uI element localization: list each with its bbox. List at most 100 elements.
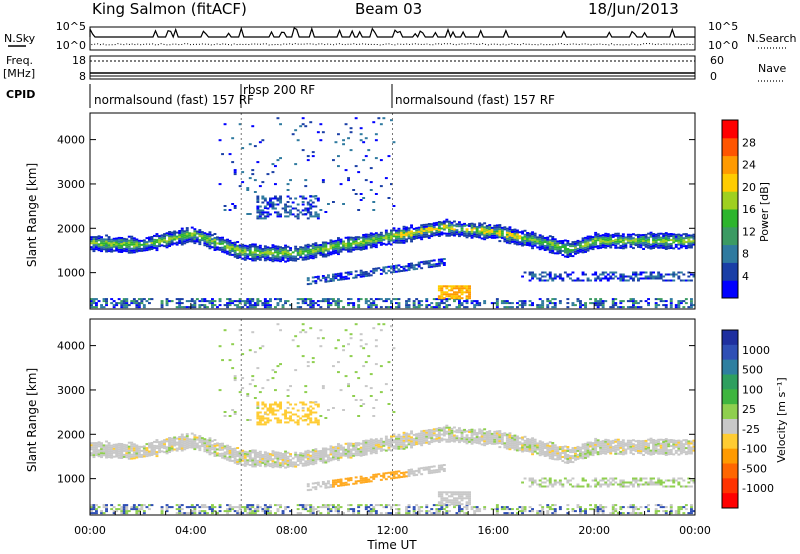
- power-cell: [261, 195, 265, 198]
- velocity-cell: [536, 444, 540, 447]
- power-cell: [684, 279, 688, 282]
- power-cell: [397, 227, 401, 230]
- power-cell: [652, 245, 655, 247]
- velocity-cell: [437, 435, 441, 437]
- power-cell: [473, 235, 477, 238]
- power-cell: [574, 240, 577, 243]
- power-cell: [243, 248, 247, 251]
- velocity-cell: [145, 506, 149, 509]
- velocity-cell: [334, 451, 338, 454]
- velocity-cell: [420, 506, 424, 509]
- power-cell: [407, 233, 411, 236]
- power-cell: [420, 234, 424, 237]
- power-cell: [342, 242, 345, 245]
- power-cell: [236, 255, 240, 257]
- velocity-cell: [178, 442, 182, 444]
- velocity-cell: [448, 436, 451, 439]
- power-cell: [309, 213, 313, 216]
- power-cell: [258, 250, 262, 253]
- velocity-cell: [226, 508, 229, 511]
- velocity-cell: [135, 448, 139, 451]
- velocity-cell: [122, 506, 126, 509]
- velocity-cell: [448, 499, 451, 502]
- velocity-cell: [460, 433, 464, 436]
- power-cell: [667, 233, 671, 236]
- velocity-cell: [362, 446, 366, 448]
- velocity-cell: [448, 432, 451, 435]
- velocity-cell: [142, 447, 146, 450]
- power-cell: [248, 252, 252, 254]
- power-cell: [271, 197, 275, 200]
- velocity-cell: [357, 448, 361, 451]
- velocity-cell: [185, 433, 189, 436]
- velocity-cell: [332, 448, 335, 451]
- power-cell: [155, 249, 159, 252]
- velocity-cell: [279, 506, 282, 509]
- power-cell: [122, 302, 126, 305]
- velocity-cell: [135, 450, 139, 453]
- velocity-cell: [213, 510, 217, 513]
- velocity-cell: [107, 448, 111, 451]
- velocity-cell: [445, 430, 449, 433]
- power-cell: [299, 254, 303, 257]
- power-cell: [579, 300, 582, 303]
- power-cell: [405, 238, 408, 241]
- power-cell: [432, 226, 436, 229]
- power-cell: [672, 241, 676, 244]
- velocity-cell: [279, 407, 282, 410]
- power-cell: [649, 247, 653, 250]
- velocity-cell: [432, 465, 436, 468]
- power-cell: [455, 223, 459, 226]
- power-cell: [289, 253, 292, 256]
- power-cell: [130, 237, 134, 240]
- power-cell: [384, 300, 388, 303]
- power-cell: [185, 239, 189, 242]
- velocity-cell: [208, 453, 212, 456]
- velocity-cell: [170, 447, 174, 450]
- power-cell: [100, 242, 103, 245]
- velocity-cell: [387, 475, 391, 478]
- power-cell: [142, 239, 146, 242]
- power-cell: [407, 300, 411, 303]
- velocity-cell: [427, 440, 431, 443]
- power-cell: [256, 195, 260, 198]
- power-cell: [448, 289, 451, 292]
- velocity-cell: [311, 512, 315, 515]
- velocity-cell: [274, 401, 277, 404]
- power-cell: [243, 250, 247, 253]
- power-cell: [115, 302, 119, 305]
- power-cell: [490, 236, 494, 239]
- velocity-cell: [359, 405, 363, 407]
- power-cell: [352, 246, 356, 249]
- power-cell: [420, 228, 424, 231]
- power-cell: [425, 298, 429, 301]
- velocity-cell: [233, 455, 237, 458]
- power-cell: [581, 237, 585, 240]
- power-cell: [228, 249, 232, 252]
- velocity-cell: [390, 508, 393, 511]
- power-cell: [127, 249, 131, 252]
- velocity-cell: [407, 439, 411, 442]
- velocity-cell: [211, 512, 214, 515]
- velocity-cell: [468, 495, 471, 498]
- velocity-cell: [538, 448, 542, 451]
- power-cell: [551, 244, 555, 246]
- power-cell: [155, 239, 159, 242]
- power-cell: [294, 163, 298, 166]
- velocity-cell: [281, 413, 285, 416]
- velocity-cell: [263, 455, 267, 458]
- power-cell: [294, 245, 298, 248]
- power-cell: [261, 139, 265, 142]
- velocity-cell: [369, 373, 373, 376]
- power-cell: [203, 298, 207, 301]
- power-cell: [468, 297, 471, 300]
- velocity-cell: [425, 510, 429, 513]
- power-cell: [367, 243, 371, 246]
- velocity-cell: [117, 504, 121, 507]
- velocity-cell: [263, 461, 267, 464]
- velocity-cell: [228, 457, 232, 460]
- power-cell: [148, 236, 151, 239]
- power-cell: [311, 155, 315, 158]
- velocity-cell: [410, 468, 413, 471]
